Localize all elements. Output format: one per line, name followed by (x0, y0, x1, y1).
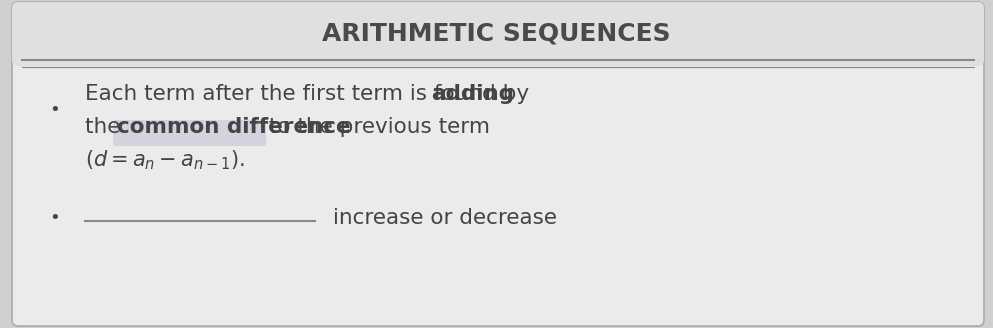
Text: increase or decrease: increase or decrease (333, 208, 557, 228)
FancyBboxPatch shape (12, 2, 984, 326)
Text: $(d = a_n - a_{n-1}).$: $(d = a_n - a_{n-1}).$ (85, 148, 244, 172)
Text: adding: adding (431, 84, 514, 104)
Text: the: the (85, 117, 127, 137)
FancyBboxPatch shape (113, 120, 266, 146)
Text: •: • (50, 101, 61, 119)
Text: to the previous term: to the previous term (262, 117, 491, 137)
Text: •: • (50, 209, 61, 227)
Text: Each term after the first term is found by: Each term after the first term is found … (85, 84, 536, 104)
FancyBboxPatch shape (12, 2, 984, 66)
Text: ARITHMETIC SEQUENCES: ARITHMETIC SEQUENCES (322, 22, 670, 46)
Text: common difference: common difference (117, 117, 351, 137)
